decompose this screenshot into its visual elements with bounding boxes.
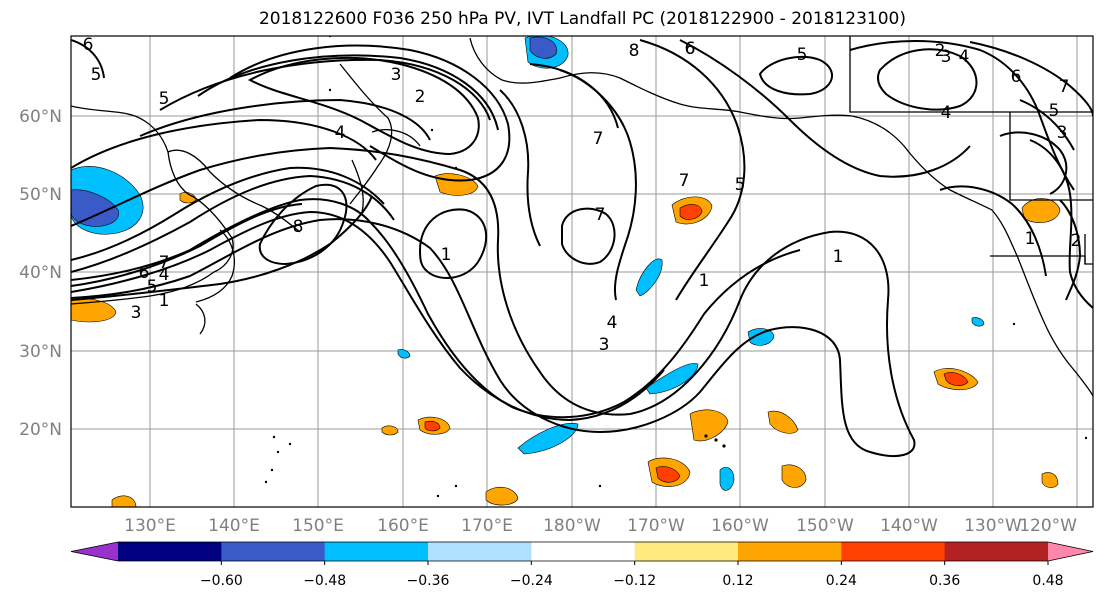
lat-label: 20°N (19, 420, 62, 440)
lon-label: 120°W (1019, 516, 1077, 536)
lon-label: 150°W (796, 516, 854, 536)
contour-label: 1 (1025, 229, 1036, 249)
lon-label: 180°W (543, 516, 601, 536)
lon-label: 130°W (964, 516, 1022, 536)
contour-label: 1 (833, 247, 844, 267)
contour-label: 3 (391, 65, 402, 85)
colorbar: −0.60 −0.48 −0.36 −0.24 −0.12 0.12 0.24 0.36 0.4… (70, 541, 1094, 589)
lon-label: 170°W (627, 516, 685, 536)
colorbar-segment (324, 542, 429, 561)
colorbar-segment (118, 542, 222, 561)
contour-label: 6 (685, 39, 696, 59)
colorbar-segment (944, 542, 1049, 561)
colorbar-label: −0.48 (303, 573, 346, 589)
colorbar-label: −0.60 (200, 573, 243, 589)
lon-label: 140°W (880, 516, 938, 536)
colorbar-segment (221, 542, 326, 561)
colorbar-extend-high (1048, 542, 1093, 561)
contour-label: 4 (941, 103, 952, 123)
map-frame (70, 35, 1094, 508)
contour-label: 5 (1049, 101, 1060, 121)
contour-label: 5 (797, 45, 808, 65)
contour-label: 8 (293, 217, 304, 237)
longitude-labels: 130°E 140°E 150°E 160°E 170°E 180°W 170°… (124, 516, 1077, 536)
colorbar-segment (634, 542, 739, 561)
contour-label: 1 (441, 245, 452, 265)
contour-label: 6 (1011, 67, 1022, 87)
contour-label: 4 (159, 265, 170, 285)
contour-label: 5 (91, 65, 102, 85)
contour-label: 7 (1059, 77, 1070, 97)
contour-label: 3 (131, 303, 142, 323)
contour-label: 8 (629, 41, 640, 61)
lat-label: 60°N (19, 107, 62, 127)
colorbar-segment (841, 542, 946, 561)
colorbar-segment (531, 542, 636, 561)
lat-label: 40°N (19, 263, 62, 283)
contour-label: 5 (735, 175, 746, 195)
colorbar-label: 0.36 (929, 573, 960, 589)
colorbar-label: −0.24 (510, 573, 553, 589)
lat-label: 50°N (19, 185, 62, 205)
contour-label: 4 (335, 123, 346, 143)
contour-label: 4 (959, 47, 970, 67)
colorbar-label: −0.12 (613, 573, 656, 589)
contour-label: 6 (83, 35, 94, 55)
contour-label: 3 (941, 47, 952, 67)
colorbar-segments (70, 541, 1094, 562)
contour-label: 2 (935, 41, 946, 61)
contour-label: 6 (139, 263, 150, 283)
latitude-labels: 60°N 50°N 40°N 30°N 20°N (19, 107, 62, 440)
colorbar-label: −0.36 (407, 573, 450, 589)
contour-label: 4 (607, 313, 618, 333)
contour-label: 3 (1057, 123, 1068, 143)
lon-label: 170°E (461, 516, 513, 536)
contour-label: 2 (415, 87, 426, 107)
colorbar-label: 0.48 (1032, 573, 1063, 589)
colorbar-label: 0.24 (826, 573, 857, 589)
map-title: 2018122600 F036 250 hPa PV, IVT Landfall… (258, 9, 906, 29)
contour-label: 1 (159, 291, 170, 311)
contour-label: 3 (599, 335, 610, 355)
colorbar-label: 0.12 (722, 573, 753, 589)
contour-label: 5 (147, 277, 158, 297)
lat-label: 30°N (19, 342, 62, 362)
colorbar-segment (738, 542, 842, 561)
colorbar-extend-low (71, 542, 118, 561)
lon-label: 150°E (292, 516, 344, 536)
colorbar-labels: −0.60 −0.48 −0.36 −0.24 −0.12 0.12 0.24 0.36 0.4… (200, 561, 1064, 589)
contour-label: 7 (679, 171, 690, 191)
contour-label: 2 (1071, 231, 1082, 251)
contour-label: 7 (595, 205, 606, 225)
contour-label: 5 (159, 89, 170, 109)
lon-label: 130°E (124, 516, 176, 536)
contour-label: 7 (159, 253, 170, 273)
colorbar-segment (428, 542, 532, 561)
contour-label: 6 (685, 39, 696, 59)
contour-label: 1 (699, 271, 710, 291)
lon-label: 160°E (377, 516, 429, 536)
lon-label: 160°W (711, 516, 769, 536)
pv-contours (71, 39, 1093, 457)
colorbar-outline (70, 541, 1094, 562)
lon-label: 140°E (208, 516, 260, 536)
contour-label: 7 (593, 129, 604, 149)
